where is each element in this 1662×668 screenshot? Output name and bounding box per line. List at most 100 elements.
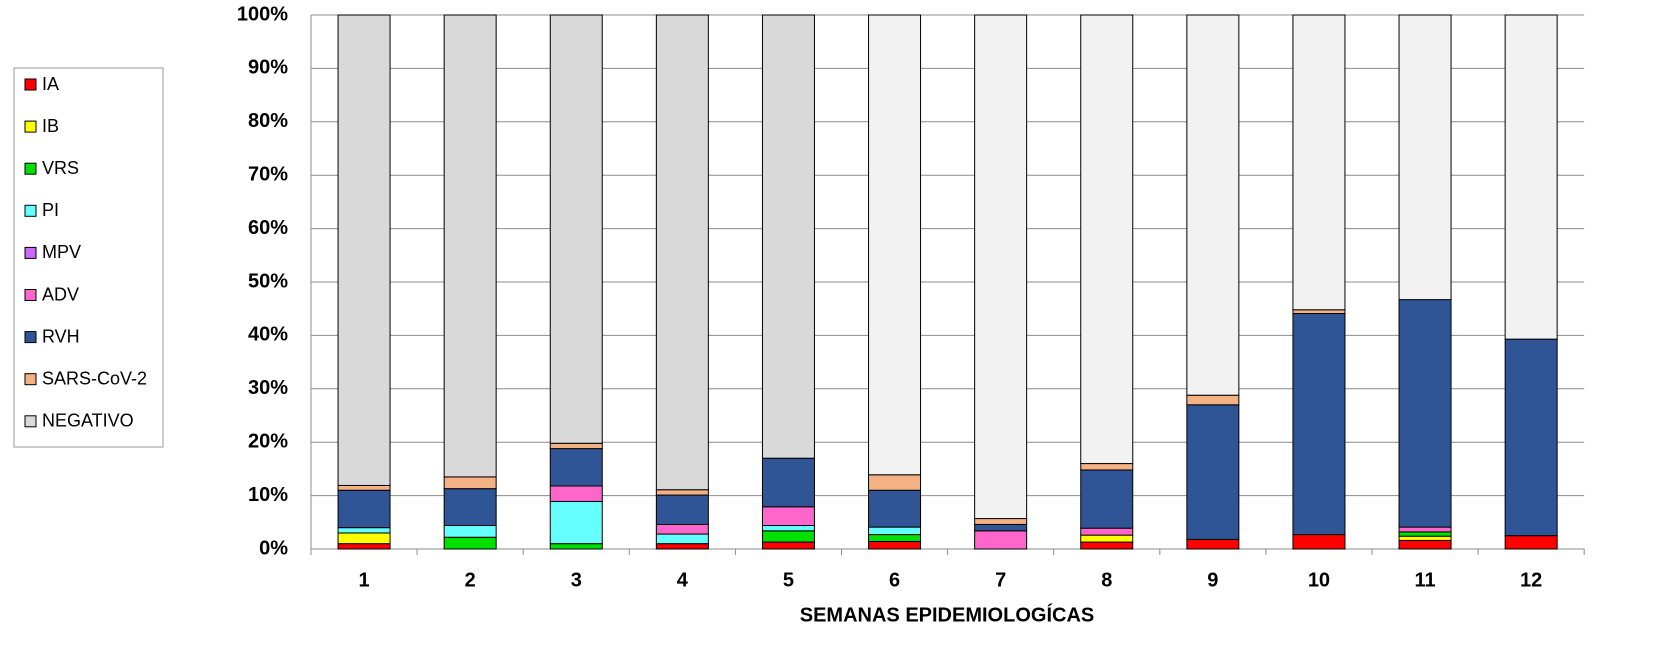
bar-segment [1186, 404, 1240, 540]
bar-segment [655, 543, 709, 550]
bar-segment [1080, 527, 1134, 536]
x-tick-label: 11 [1414, 569, 1435, 591]
bar-segment [1292, 313, 1346, 536]
bar-segment [974, 523, 1028, 532]
x-tick-label: 4 [677, 569, 689, 591]
bar-segment [443, 488, 497, 527]
legend-swatch [24, 331, 37, 344]
x-tick-label: 6 [889, 569, 900, 591]
legend-label: RVH [42, 326, 80, 346]
bar-segment [868, 474, 922, 491]
legend-swatch [24, 78, 37, 91]
bar-segment [1398, 299, 1452, 528]
bar-segment [1398, 539, 1452, 550]
x-tick-label: 2 [465, 569, 476, 591]
bar-segment [868, 526, 922, 536]
y-tick-label: 70% [248, 163, 288, 185]
bar-segment [761, 457, 815, 508]
legend-swatch [24, 373, 37, 386]
bar-segment [761, 14, 815, 459]
legend-swatch [24, 415, 37, 428]
legend-label: PI [42, 200, 59, 220]
x-tick-label: 1 [358, 569, 369, 591]
bar-segment [868, 14, 922, 476]
y-tick-label: 10% [248, 484, 288, 506]
x-tick-label: 5 [783, 569, 794, 591]
bar-segment [974, 14, 1028, 520]
bar-segment [1186, 538, 1240, 550]
bar-segment [655, 14, 709, 491]
y-tick-label: 0% [259, 537, 288, 559]
legend-label: VRS [42, 158, 79, 178]
x-tick-label: 10 [1308, 569, 1330, 591]
y-tick-label: 60% [248, 217, 288, 239]
bar-segment [1398, 535, 1452, 541]
bar-segment [1186, 394, 1240, 406]
y-tick-label: 50% [248, 270, 288, 292]
bar-segment [549, 442, 603, 450]
legend-label: IA [42, 74, 59, 94]
bar-segment [1080, 534, 1134, 543]
bar-segment [443, 536, 497, 550]
y-tick-label: 90% [248, 57, 288, 79]
legend-label: NEGATIVO [42, 411, 134, 431]
bar-segment [1080, 469, 1134, 529]
bar-segment [549, 448, 603, 487]
bar-segment [655, 533, 709, 545]
x-tick-label: 8 [1101, 569, 1112, 591]
bar-segment [655, 523, 709, 535]
bar-segment [337, 527, 391, 534]
bar-segment [761, 525, 815, 532]
bar-segment [337, 532, 391, 545]
bar-segment [1504, 535, 1558, 550]
legend-box [13, 67, 164, 448]
bar-segment [549, 14, 603, 444]
bar-segment [1292, 309, 1346, 315]
bar-segment [1398, 531, 1452, 537]
bar-segment [337, 543, 391, 550]
bar-segment [1504, 14, 1558, 340]
legend-swatch [24, 162, 37, 175]
legend-swatch [24, 120, 37, 133]
bar-segment [1080, 14, 1134, 465]
legend-label: SARS-CoV-2 [42, 368, 147, 388]
y-tick-label: 100% [237, 3, 288, 25]
y-tick-label: 80% [248, 110, 288, 132]
legend-swatch [24, 246, 37, 259]
bar-segment [1080, 541, 1134, 550]
bar-segment [655, 494, 709, 525]
bar-segment [868, 489, 922, 528]
bar-segment [868, 541, 922, 550]
x-axis-title: SEMANAS EPIDEMIOLOGÍCAS [800, 603, 1094, 626]
bar-segment [1504, 338, 1558, 537]
bar-segment [761, 541, 815, 550]
bar-segment [1292, 534, 1346, 550]
legend-label: MPV [42, 242, 81, 262]
legend-swatch [24, 204, 37, 217]
bar-segment [655, 489, 709, 496]
legend-swatch [24, 289, 37, 301]
x-tick-label: 7 [995, 569, 1006, 591]
bar-segment [1080, 463, 1134, 471]
x-tick-label: 3 [571, 569, 582, 591]
bar-segment [443, 14, 497, 478]
bar-segment [337, 489, 391, 529]
bar-segment [1398, 526, 1452, 533]
bar-segment [443, 525, 497, 538]
bar-segment [549, 543, 603, 550]
bar-segment [549, 485, 603, 502]
bar-segment [337, 484, 391, 491]
bar-segment [974, 518, 1028, 525]
bar-segment [443, 476, 497, 490]
bar-segment [761, 530, 815, 543]
bar-segment [1186, 14, 1240, 396]
bar-segment [974, 530, 1028, 550]
bar-segment [1398, 14, 1452, 301]
bar-segment [337, 14, 391, 486]
legend-label: IB [42, 116, 59, 136]
bar-segment [1292, 14, 1346, 311]
x-tick-label: 9 [1207, 569, 1218, 591]
y-tick-label: 40% [248, 324, 288, 346]
legend-label: ADV [42, 284, 79, 304]
